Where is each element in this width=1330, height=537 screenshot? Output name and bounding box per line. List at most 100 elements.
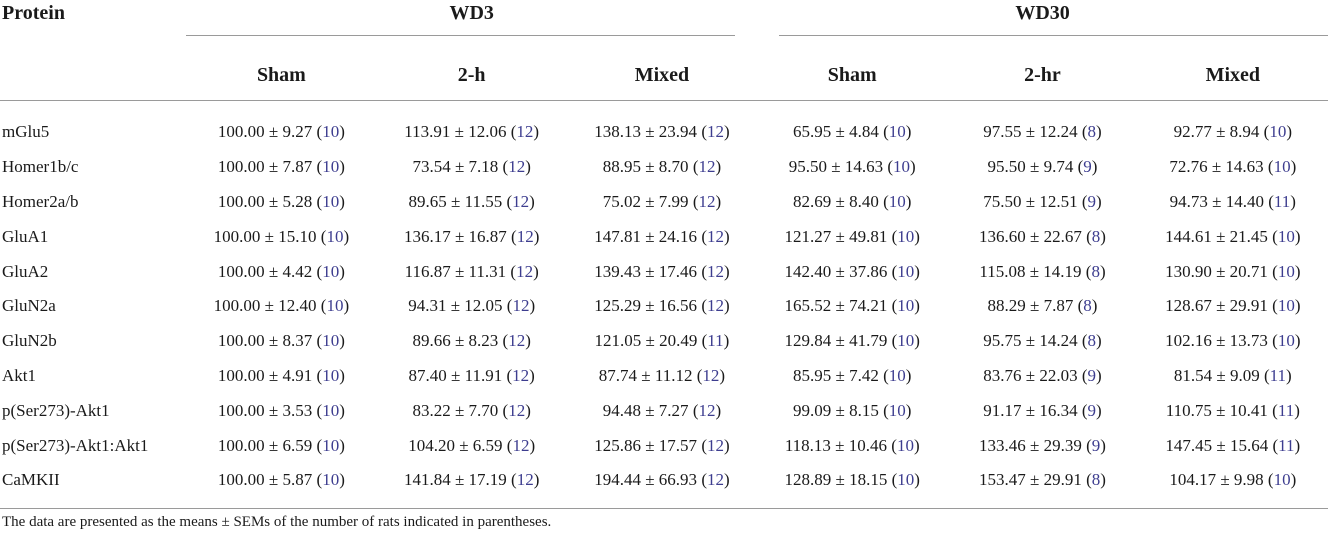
value-cell: 102.16 ± 13.73 (10) <box>1165 331 1301 351</box>
table-row: mGlu5 100.00 ± 9.27 (10) 113.91 ± 12.06 (1… <box>0 115 1328 150</box>
table-row: p(Ser273)-Akt1:Akt1 100.00 ± 6.59 (10) 104… <box>0 428 1328 463</box>
protein-name: p(Ser273)-Akt1:Akt1 <box>2 435 149 455</box>
condition-header: Mixed <box>1205 63 1261 86</box>
sample-size: 12 <box>706 226 724 246</box>
value-cell: 153.47 ± 29.91 (8) <box>979 470 1106 490</box>
mean-sem-value: 89.65 ± 11.55 <box>408 191 503 211</box>
sample-size: 12 <box>698 400 716 420</box>
value-cell: 100.00 ± 15.10 (10) <box>213 226 350 246</box>
value-cell: 65.95 ± 4.84 (10) <box>792 122 912 142</box>
value-cell: 104.17 ± 9.98 (10) <box>1169 470 1297 490</box>
sample-size: 8 <box>1087 122 1097 142</box>
sample-size: 10 <box>1273 470 1291 490</box>
group-rule <box>186 35 736 36</box>
sample-size: 12 <box>706 122 724 142</box>
mean-sem-value: 75.02 ± 7.99 <box>602 191 689 211</box>
mean-sem-value: 128.89 ± 18.15 <box>784 470 888 490</box>
condition-header: 2-h <box>457 63 486 86</box>
value-cell: 194.44 ± 66.93 (12) <box>594 470 730 490</box>
protein-name: Homer2a/b <box>2 191 79 211</box>
value-cell: 147.45 ± 15.64 (11) <box>1165 435 1301 455</box>
mean-sem-value: 116.87 ± 11.31 <box>404 261 507 281</box>
mean-sem-value: 65.95 ± 4.84 <box>792 122 879 142</box>
sample-size: 9 <box>1083 157 1092 177</box>
mean-sem-value: 100.00 ± 4.42 <box>217 261 313 281</box>
mean-sem-value: 100.00 ± 5.28 <box>217 191 313 211</box>
value-cell: 95.50 ± 9.74 (9) <box>987 157 1098 177</box>
sample-size: 8 <box>1091 261 1100 281</box>
value-cell: 94.31 ± 12.05 (12) <box>408 296 536 316</box>
group-rule <box>779 35 1328 36</box>
protein-name: CaMKII <box>2 470 60 490</box>
value-cell: 147.81 ± 24.16 (12) <box>594 226 730 246</box>
table-footnote: The data are presented as the means ± SE… <box>2 514 552 530</box>
mean-sem-value: 92.77 ± 8.94 <box>1173 122 1260 142</box>
sample-size: 8 <box>1091 470 1101 490</box>
sample-size: 10 <box>893 157 910 177</box>
value-cell: 116.87 ± 11.31 (12) <box>404 261 539 281</box>
value-cell: 99.09 ± 8.15 (10) <box>792 400 912 420</box>
mean-sem-value: 133.46 ± 29.39 <box>979 435 1082 455</box>
sample-size: 12 <box>706 470 724 490</box>
value-cell: 83.22 ± 7.70 (12) <box>412 400 531 420</box>
value-cell: 121.05 ± 20.49 (11) <box>594 331 730 351</box>
mean-sem-value: 121.27 ± 49.81 <box>784 226 888 246</box>
mean-sem-value: 100.00 ± 6.59 <box>217 435 313 455</box>
table-row: GluN2a 100.00 ± 12.40 (10) 94.31 ± 12.05 (… <box>0 289 1328 324</box>
sample-size: 10 <box>1269 122 1287 142</box>
sample-size: 12 <box>702 365 720 385</box>
value-cell: 88.95 ± 8.70 (12) <box>602 157 722 177</box>
mean-sem-value: 83.76 ± 22.03 <box>983 365 1078 385</box>
protein-name: mGlu5 <box>2 122 50 142</box>
sample-size: 10 <box>897 226 915 246</box>
mean-sem-value: 115.08 ± 14.19 <box>979 261 1082 281</box>
sample-size: 12 <box>516 261 534 281</box>
protein-name: GluN2b <box>2 331 57 351</box>
mean-sem-value: 100.00 ± 5.87 <box>217 470 313 490</box>
sample-size: 10 <box>888 191 906 211</box>
condition-header-row: Sham 2-h Mixed Sham 2-hr Mixed <box>0 36 1328 101</box>
mean-sem-value: 100.00 ± 3.53 <box>217 400 313 420</box>
sample-size: 10 <box>322 435 340 455</box>
value-cell: 94.73 ± 14.40 (11) <box>1169 191 1296 211</box>
value-cell: 94.48 ± 7.27 (12) <box>602 400 722 420</box>
value-cell: 88.29 ± 7.87 (8) <box>987 296 1098 316</box>
sample-size: 12 <box>516 470 534 490</box>
value-cell: 87.40 ± 11.91 (12) <box>408 365 535 385</box>
mean-sem-value: 100.00 ± 8.37 <box>217 331 313 351</box>
mean-sem-value: 100.00 ± 9.27 <box>217 122 313 142</box>
value-cell: 125.86 ± 17.57 (12) <box>594 435 730 455</box>
table-row: GluA2 100.00 ± 4.42 (10) 116.87 ± 11.31 (1… <box>0 254 1328 289</box>
table-row: p(Ser273)-Akt1 100.00 ± 3.53 (10) 83.22 ± … <box>0 393 1328 428</box>
condition-header: Mixed <box>634 63 690 86</box>
sample-size: 10 <box>322 122 340 142</box>
group-header-label: WD30 <box>1015 2 1070 24</box>
value-cell: 81.54 ± 9.09 (11) <box>1173 365 1292 385</box>
mean-sem-value: 95.50 ± 14.63 <box>788 157 884 177</box>
sample-size: 8 <box>1091 226 1101 246</box>
sample-size: 11 <box>1269 365 1287 385</box>
value-cell: 100.00 ± 7.87 (10) <box>217 157 345 177</box>
mean-sem-value: 153.47 ± 29.91 <box>979 470 1082 490</box>
sample-size: 10 <box>322 400 340 420</box>
value-cell: 113.91 ± 12.06 (12) <box>404 122 540 142</box>
sample-size: 11 <box>1273 191 1291 211</box>
mean-sem-value: 142.40 ± 37.86 <box>784 261 888 281</box>
value-cell: 110.75 ± 10.41 (11) <box>1165 400 1300 420</box>
mean-sem-value: 87.74 ± 11.12 <box>598 365 693 385</box>
mean-sem-value: 88.29 ± 7.87 <box>987 296 1074 316</box>
value-cell: 100.00 ± 3.53 (10) <box>217 400 345 420</box>
value-cell: 100.00 ± 4.91 (10) <box>217 365 345 385</box>
sample-size: 10 <box>888 122 906 142</box>
data-table: Protein WD3 WD30 Sham 2-h Mixed Sham 2-h… <box>0 2 1328 509</box>
sample-size: 10 <box>322 191 340 211</box>
sample-size: 9 <box>1087 400 1097 420</box>
table-row: Akt1 100.00 ± 4.91 (10) 87.40 ± 11.91 (12)… <box>0 359 1328 394</box>
table-row: CaMKII 100.00 ± 5.87 (10) 141.84 ± 17.19 (… <box>0 463 1328 508</box>
protein-name: GluA1 <box>2 226 49 246</box>
mean-sem-value: 87.40 ± 11.91 <box>408 365 503 385</box>
value-cell: 100.00 ± 4.42 (10) <box>217 261 345 281</box>
protein-name: GluA2 <box>2 261 49 281</box>
sample-size: 10 <box>322 470 340 490</box>
value-cell: 128.89 ± 18.15 (10) <box>784 470 920 490</box>
